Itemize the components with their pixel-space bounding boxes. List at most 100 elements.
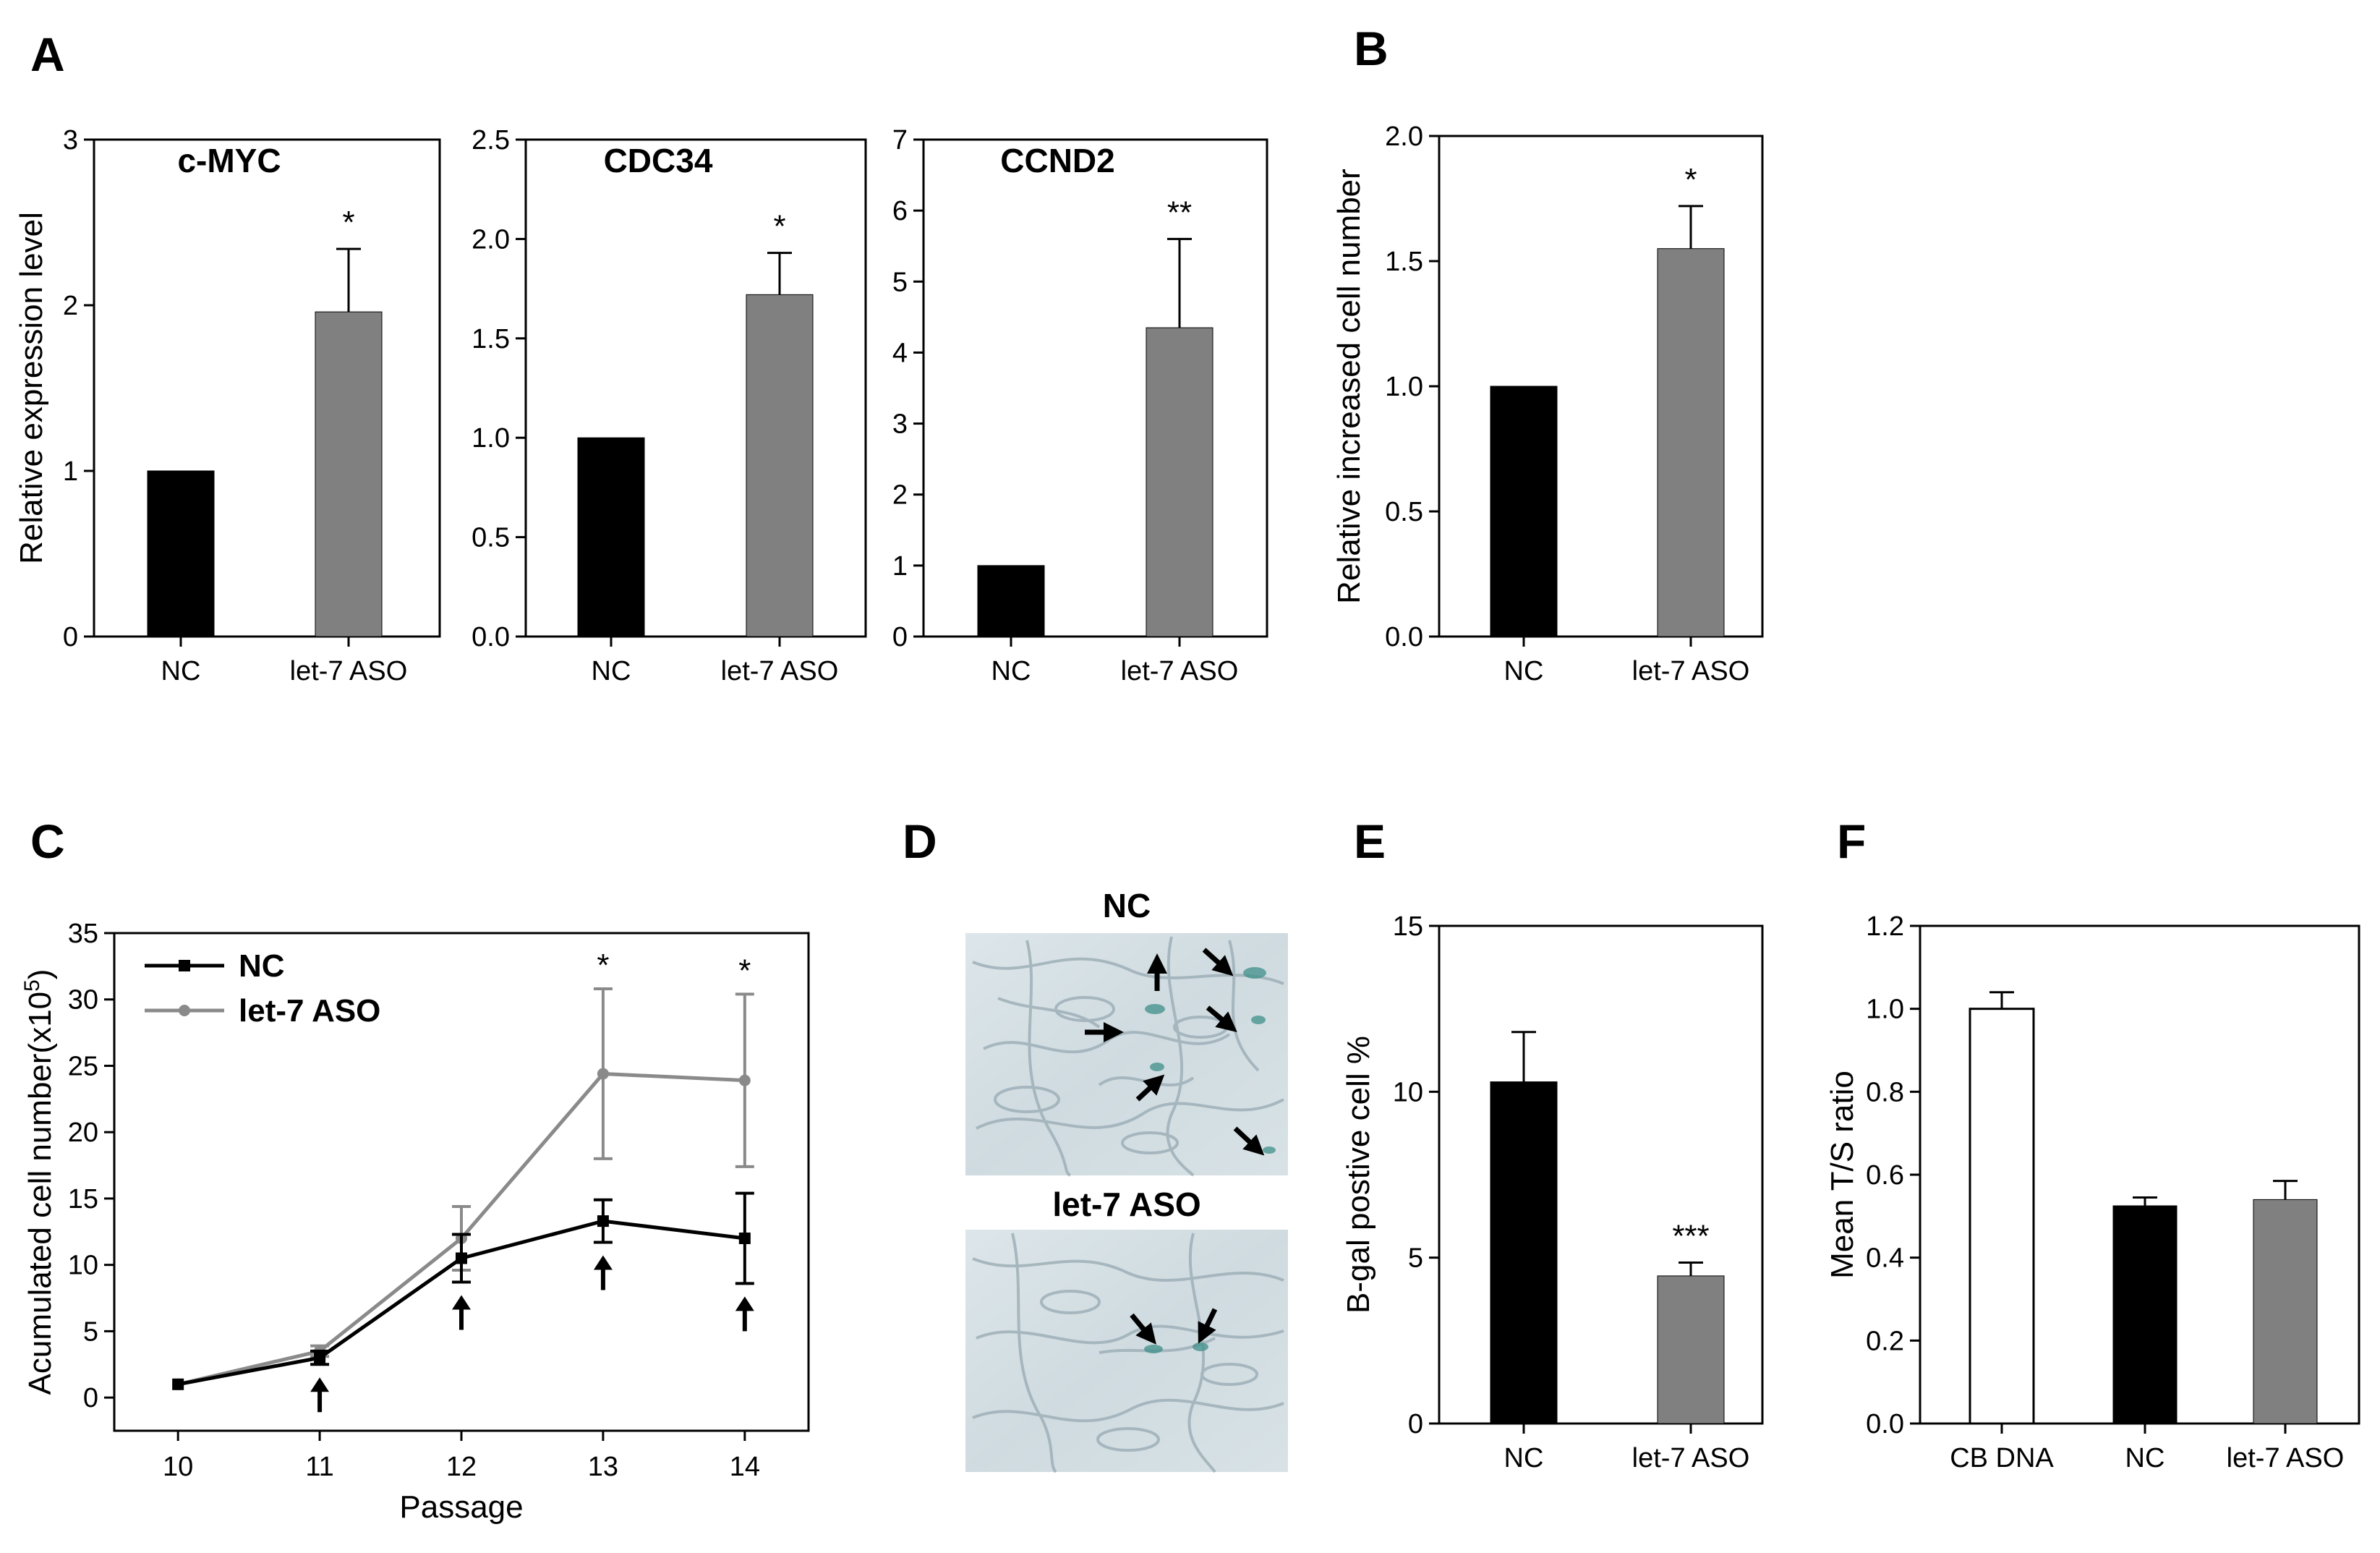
chart-f-xtick-label-nc: NC [2125, 1443, 2165, 1473]
chart-f-ylabel: Mean T/S ratio [1825, 1071, 1860, 1279]
chart-a2-ytick-label: 0.5 [472, 523, 510, 553]
chart-a3-ytick-label: 4 [892, 338, 908, 368]
chart-f-bar-let-7-aso [2253, 1199, 2318, 1424]
chart-e-ylabel: B-gal postive cell % [1341, 1036, 1376, 1314]
chart-a2-xtick-label-nc: NC [592, 656, 631, 686]
chart-a1-ytick-label: 3 [63, 125, 78, 156]
chart-c-ytick-label: 25 [68, 1051, 98, 1081]
chart-e-significance-let-7-aso: *** [1672, 1219, 1709, 1254]
chart-a1-significance-let-7-aso: * [342, 205, 354, 240]
chart-a3-xtick-label-let-7-aso: let-7 ASO [1121, 656, 1239, 686]
chart-a1-ylabel: Relative expression level [14, 212, 49, 564]
chart-c-xtick-label: 12 [446, 1452, 477, 1482]
chart-c-arrow-head [452, 1295, 471, 1310]
chart-c-significance: * [738, 953, 751, 988]
chart-e-bgal: 0 5 10 15 NC let-7 ASO *** B-gal postive cell % [1341, 911, 1764, 1473]
chart-c-point-nc [456, 1252, 467, 1264]
chart-a3-xtick-label-nc: NC [991, 656, 1031, 686]
chart-f-ytick-label: 0.0 [1866, 1409, 1904, 1439]
chart-c-arrow-icon [310, 1377, 330, 1413]
chart-c-arrow-head [310, 1377, 330, 1392]
chart-c-ytick-label: 10 [68, 1251, 98, 1281]
chart-a3-ytick-label: 3 [892, 409, 908, 440]
chart-b-ytick-label: 1.0 [1385, 372, 1423, 402]
chart-f-ytick-label: 0.4 [1866, 1243, 1904, 1274]
chart-c-xtick-label: 11 [305, 1452, 333, 1482]
panel-label-a: A [30, 27, 65, 81]
chart-f-ytick-label: 1.0 [1866, 995, 1904, 1025]
chart-c-arrow-icon [593, 1255, 613, 1290]
panel-d-micrographs: NC [965, 887, 1288, 1473]
chart-a1-plot-frame [93, 138, 441, 638]
chart-c-point-let-7-aso [597, 1068, 609, 1080]
chart-a1-xtick-label-nc: NC [161, 656, 201, 686]
chart-a2-significance-let-7-aso: * [773, 209, 785, 244]
chart-f-bar-nc [2112, 1205, 2178, 1424]
chart-c-legend-marker-let-7-aso [179, 1005, 190, 1016]
micrograph-nc-label: NC [1103, 887, 1151, 924]
chart-a3-ytick-label: 0 [892, 622, 908, 652]
chart-a3-bar-let-7-aso [1146, 327, 1214, 637]
chart-a3-bar-nc [977, 565, 1045, 637]
chart-a2-xtick-label-let-7-aso: let-7 ASO [721, 656, 839, 686]
chart-e-xtick-label-nc: NC [1504, 1443, 1544, 1473]
chart-a2-bar-let-7-aso [746, 294, 814, 637]
chart-c-xtick-label: 14 [730, 1452, 760, 1482]
chart-a3-title: CCND2 [1000, 142, 1114, 179]
chart-c-point-nc [172, 1378, 184, 1390]
micrograph-let7-label: let-7 ASO [1052, 1186, 1200, 1223]
chart-b-cell-number: 0.0 0.5 1.0 1.5 2.0 NC let-7 ASO * Relative incr… [1331, 122, 1764, 686]
chart-b-bar-let-7-aso [1657, 248, 1725, 637]
chart-f-ts-ratio: 0.0 0.2 0.4 0.6 0.8 1.0 1.2 CB DNA NC let-7 ASO Me… [1825, 911, 2360, 1473]
chart-e-bar-nc [1490, 1081, 1558, 1424]
chart-c-xtick-label: 10 [163, 1452, 193, 1482]
panel-label-f: F [1837, 814, 1866, 868]
panel-label-e: E [1354, 814, 1386, 868]
chart-b-ytick-label: 0.0 [1385, 622, 1423, 652]
chart-b-ytick-label: 1.5 [1385, 247, 1423, 277]
chart-a1-ytick-label: 1 [63, 456, 78, 487]
chart-a1-bar-nc [147, 470, 215, 637]
chart-c-ylabel: Acumulated cell number(x105) [20, 969, 59, 1395]
chart-e-ytick-label: 0 [1408, 1409, 1423, 1439]
chart-e-ytick-label: 5 [1408, 1243, 1423, 1274]
micrograph-nc [965, 933, 1288, 1177]
chart-c-point-nc [597, 1215, 609, 1227]
panel-label-b: B [1354, 22, 1389, 75]
chart-a2-ytick-label: 2.5 [472, 125, 510, 156]
chart-a3-ytick-label: 7 [892, 125, 908, 156]
chart-c-ytick-label: 0 [83, 1383, 98, 1413]
chart-c-point-nc [314, 1352, 326, 1364]
chart-c-legend-marker-nc [179, 960, 190, 971]
chart-b-xtick-label-nc: NC [1504, 656, 1544, 686]
chart-c-ytick-label: 35 [68, 919, 98, 949]
chart-e-bar-let-7-aso [1657, 1275, 1725, 1424]
chart-c-ytick-label: 5 [83, 1316, 98, 1347]
chart-b-ylabel: Relative increased cell number [1331, 169, 1367, 604]
chart-f-ytick-label: 0.8 [1866, 1077, 1904, 1107]
chart-a2-bar-nc [577, 437, 645, 637]
panel-label-c: C [30, 814, 65, 868]
chart-f-ytick-label: 0.2 [1866, 1326, 1904, 1356]
chart-a-ccnd2: 0 1 2 3 4 5 6 7 NC let-7 ASO ** CCND2 [892, 125, 1268, 686]
chart-c-arrow-head [593, 1255, 613, 1270]
chart-f-ytick-label: 0.6 [1866, 1160, 1904, 1191]
chart-a1-ytick-label: 2 [63, 291, 78, 321]
chart-c-ytick-label: 30 [68, 985, 98, 1016]
micrograph-let7-aso [965, 1230, 1288, 1473]
chart-a1-title: c-MYC [177, 142, 281, 179]
chart-a3-significance-let-7-aso: ** [1167, 195, 1192, 230]
chart-a1-ytick-label: 0 [63, 622, 78, 652]
chart-a-cmyc: 0 1 2 3 NC let-7 ASO * c-MYC Relative expression… [14, 125, 441, 686]
chart-c-arrow-head [735, 1296, 754, 1311]
chart-b-bar-nc [1490, 386, 1558, 637]
chart-a3-ytick-label: 5 [892, 267, 908, 297]
chart-c-ytick-label: 15 [68, 1184, 98, 1214]
chart-e-ytick-label: 10 [1393, 1077, 1423, 1107]
chart-c-point-let-7-aso [738, 1074, 751, 1086]
chart-a2-ytick-label: 1.0 [472, 423, 510, 454]
chart-e-plot-frame [1438, 924, 1764, 1425]
chart-b-significance-let-7-aso: * [1684, 162, 1697, 197]
chart-f-ytick-label: 1.2 [1866, 911, 1904, 942]
